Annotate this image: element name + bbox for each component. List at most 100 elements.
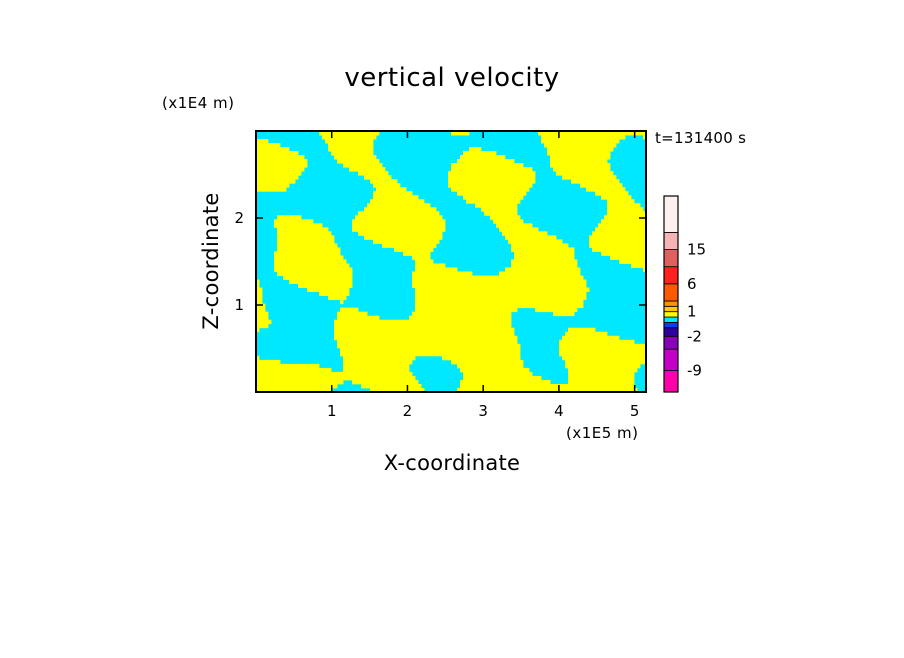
- field-cell: [325, 263, 329, 268]
- field-cell: [280, 151, 284, 156]
- field-cell: [427, 331, 431, 337]
- field-cell: [505, 219, 509, 224]
- field-cell: [439, 263, 443, 268]
- field-cell: [394, 339, 398, 345]
- field-cell: [496, 175, 500, 180]
- field-cell: [295, 371, 299, 377]
- field-cell: [295, 247, 299, 252]
- field-cell: [556, 307, 560, 313]
- field-cell: [607, 243, 611, 248]
- field-cell: [415, 315, 419, 321]
- field-cell: [388, 227, 392, 232]
- field-cell: [505, 379, 509, 385]
- field-cell: [598, 363, 602, 369]
- field-cell: [277, 379, 281, 385]
- field-cell: [289, 375, 293, 381]
- field-cell: [496, 315, 500, 321]
- field-cell: [394, 199, 398, 204]
- field-cell: [388, 331, 392, 337]
- field-cell: [562, 335, 566, 341]
- field-cell: [499, 211, 503, 216]
- field-cell: [472, 383, 476, 389]
- field-cell: [406, 371, 410, 377]
- field-cell: [394, 383, 398, 389]
- field-cell: [403, 323, 407, 329]
- field-cell: [565, 159, 569, 164]
- field-cell: [523, 367, 527, 373]
- field-cell: [367, 163, 371, 168]
- field-cell: [373, 219, 377, 224]
- field-cell: [430, 303, 434, 309]
- field-cell: [385, 359, 389, 365]
- field-cell: [406, 199, 410, 204]
- field-cell: [553, 251, 557, 256]
- field-cell: [580, 387, 584, 392]
- field-cell: [568, 163, 572, 168]
- field-cell: [598, 243, 602, 248]
- field-cell: [430, 351, 434, 357]
- field-cell: [445, 343, 449, 349]
- field-cell: [457, 359, 461, 365]
- field-cell: [628, 355, 632, 361]
- field-cell: [457, 347, 461, 353]
- field-cell: [499, 195, 503, 200]
- field-cell: [364, 351, 368, 357]
- field-cell: [619, 355, 623, 361]
- field-cell: [319, 271, 323, 276]
- field-cell: [403, 379, 407, 385]
- field-cell: [526, 223, 530, 228]
- field-cell: [340, 135, 344, 140]
- field-cell: [358, 147, 362, 152]
- field-cell: [259, 143, 263, 148]
- field-cell: [433, 239, 437, 244]
- field-cell: [463, 335, 467, 341]
- field-cell: [358, 155, 362, 160]
- field-cell: [304, 255, 308, 260]
- field-cell: [493, 191, 497, 196]
- field-cell: [406, 327, 410, 333]
- field-cell: [355, 359, 359, 365]
- field-cell: [577, 303, 581, 309]
- field-cell: [598, 163, 602, 168]
- field-cell: [406, 227, 410, 232]
- field-cell: [286, 271, 290, 276]
- field-cell: [634, 255, 638, 260]
- field-cell: [571, 383, 575, 389]
- field-cell: [385, 319, 389, 325]
- field-cell: [361, 319, 365, 325]
- field-cell: [484, 207, 488, 212]
- field-cell: [610, 195, 614, 200]
- field-cell: [553, 147, 557, 152]
- field-cell: [571, 303, 575, 309]
- field-cell: [355, 227, 359, 232]
- field-cell: [292, 151, 296, 156]
- field-cell: [430, 279, 434, 284]
- field-cell: [349, 343, 353, 349]
- field-cell: [556, 279, 560, 284]
- field-cell: [475, 339, 479, 345]
- field-cell: [313, 371, 317, 377]
- field-cell: [367, 379, 371, 385]
- field-cell: [598, 331, 602, 337]
- field-cell: [631, 259, 635, 264]
- field-cell: [523, 375, 527, 381]
- field-cell: [469, 351, 473, 357]
- field-cell: [430, 243, 434, 248]
- field-cell: [625, 223, 629, 228]
- field-cell: [421, 323, 425, 329]
- field-cell: [274, 259, 278, 264]
- field-cell: [544, 283, 548, 288]
- field-cell: [376, 227, 380, 232]
- field-cell: [571, 335, 575, 341]
- field-cell: [271, 363, 275, 369]
- field-cell: [340, 143, 344, 148]
- field-cell: [373, 135, 377, 140]
- field-cell: [613, 219, 617, 224]
- field-cell: [397, 223, 401, 228]
- field-cell: [520, 379, 524, 385]
- field-cell: [448, 303, 452, 309]
- field-cell: [259, 379, 263, 385]
- field-cell: [406, 343, 410, 349]
- colorbar-segment: [663, 266, 679, 285]
